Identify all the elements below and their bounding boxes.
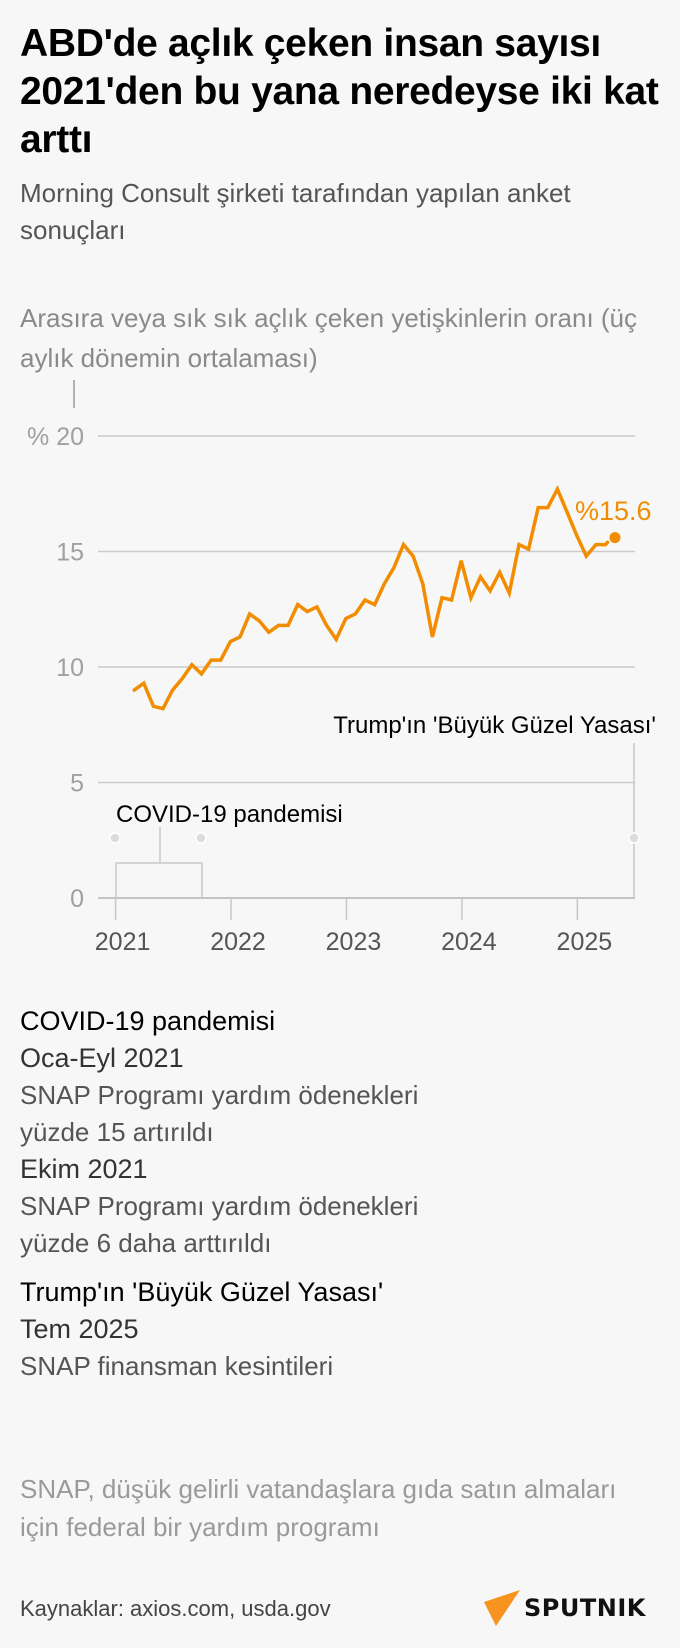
event-dot bbox=[195, 832, 207, 844]
page-title: ABD'de açlık çeken insan sayısı 2021'den… bbox=[20, 22, 659, 161]
series-line bbox=[132, 484, 610, 711]
y-tick-label: % 20 bbox=[27, 423, 84, 451]
y-tick-label: 5 bbox=[70, 770, 84, 798]
x-tick-label: 2021 bbox=[95, 928, 151, 956]
x-tick-label: 2024 bbox=[441, 928, 497, 956]
note-text: SNAP Programı yardım ödenekleri yüzde 15… bbox=[20, 1080, 419, 1147]
line-chart: 0 5 10 15 % 20 2021 2022 2023 2024 2025 COVID-19… bbox=[27, 380, 656, 956]
note-date: Oca-Eyl 2021 bbox=[20, 1043, 184, 1073]
x-tick-label: 2025 bbox=[557, 928, 613, 956]
event-dot bbox=[628, 832, 640, 844]
trump-annotation-label: Trump'ın 'Büyük Güzel Yasası' bbox=[333, 712, 656, 739]
notes-section: COVID-19 pandemisi Oca-Eyl 2021 SNAP Pro… bbox=[20, 1003, 660, 1385]
y-tick-label: 15 bbox=[56, 539, 84, 567]
last-point-marker bbox=[609, 532, 621, 544]
y-tick-label: 0 bbox=[70, 885, 84, 913]
note-date: Ekim 2021 bbox=[20, 1154, 148, 1184]
y-axis-labels: 0 5 10 15 % 20 bbox=[27, 423, 84, 913]
note-heading-covid: COVID-19 pandemisi bbox=[20, 1006, 276, 1036]
last-point-label: %15.6 bbox=[575, 496, 652, 526]
covid-annotation-label: COVID-19 pandemisi bbox=[116, 801, 343, 828]
annotations: COVID-19 pandemisi Trump'ın 'Büyük Güzel … bbox=[109, 712, 656, 898]
chart-caption: Arasıra veya sık sık açlık çeken yetişki… bbox=[20, 303, 638, 373]
x-tick-label: 2022 bbox=[210, 928, 266, 956]
note-text: SNAP finansman kesintileri bbox=[20, 1351, 334, 1381]
y-tick-label: 10 bbox=[56, 654, 84, 682]
event-dot bbox=[109, 832, 121, 844]
page-subtitle: Morning Consult şirketi tarafından yapıl… bbox=[20, 178, 571, 245]
note-text: SNAP Programı yardım ödenekleri yüzde 6 … bbox=[20, 1191, 419, 1258]
covid-bracket bbox=[115, 862, 203, 898]
x-tick-label: 2023 bbox=[326, 928, 382, 956]
brand-name: SPUTNIK bbox=[524, 1594, 646, 1622]
footnote: SNAP, düşük gelirli vatandaşlara gıda sa… bbox=[20, 1474, 617, 1542]
note-date: Tem 2025 bbox=[20, 1314, 139, 1344]
sputnik-triangle-icon bbox=[484, 1590, 520, 1626]
note-heading-trump: Trump'ın 'Büyük Güzel Yasası' bbox=[20, 1277, 384, 1307]
x-axis: 2021 2022 2023 2024 2025 bbox=[95, 898, 612, 956]
gridlines bbox=[98, 435, 635, 899]
sources: Kaynaklar: axios.com, usda.gov bbox=[20, 1596, 331, 1621]
sputnik-logo: SPUTNIK bbox=[482, 1588, 668, 1628]
